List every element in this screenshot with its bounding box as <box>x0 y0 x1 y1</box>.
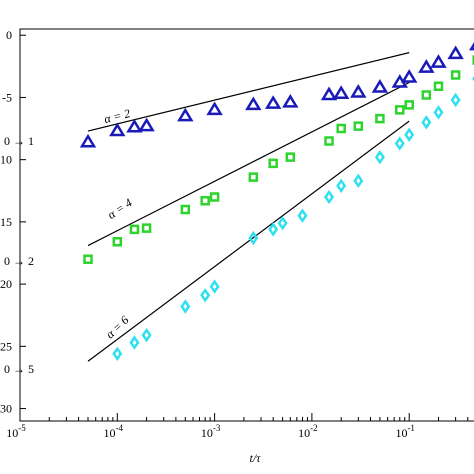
y-tick-label: -15 <box>0 215 12 229</box>
series-label: 0 → 1 <box>4 134 34 148</box>
y-tick-label: -25 <box>0 339 12 353</box>
data-point <box>138 117 155 132</box>
x-tick-exponent: -2 <box>310 423 318 433</box>
x-tick-label: 10-2 <box>298 423 318 440</box>
y-tick-label: -30 <box>0 402 12 416</box>
data-point <box>350 84 367 98</box>
data-point <box>129 224 140 235</box>
fit-line <box>87 52 410 132</box>
data-point <box>433 105 444 120</box>
data-point <box>277 215 288 231</box>
x-tick-exponent: -1 <box>407 423 415 433</box>
x-tick-label: 10-1 <box>395 423 415 440</box>
data-point <box>206 101 223 116</box>
data-point <box>200 288 211 303</box>
fit-label: α = 4 <box>105 195 135 221</box>
data-point <box>209 192 220 202</box>
x-tick-base: 10 <box>298 426 310 440</box>
data-point <box>209 279 220 294</box>
x-tick-exponent: -3 <box>213 423 221 433</box>
data-point <box>141 327 152 343</box>
y-tick-label: 0 <box>6 28 12 42</box>
data-point <box>404 100 414 110</box>
x-tick-exponent: -4 <box>116 423 124 433</box>
data-point <box>371 79 389 93</box>
data-point <box>126 118 143 133</box>
series-label: 0 → 5 <box>4 362 34 376</box>
data-point <box>264 95 282 109</box>
data-point <box>375 113 385 124</box>
data-point <box>297 208 308 223</box>
x-tick-exponent: -5 <box>18 423 26 433</box>
x-tick-base: 10 <box>395 426 407 440</box>
data-point <box>394 136 405 151</box>
data-point <box>248 230 259 246</box>
data-point <box>285 152 296 162</box>
data-point <box>268 158 278 169</box>
data-point <box>109 122 126 137</box>
data-point <box>336 123 346 134</box>
data-point <box>141 223 152 233</box>
data-point <box>129 335 140 350</box>
data-point <box>177 107 194 122</box>
fit-line <box>87 81 410 247</box>
data-point <box>447 45 464 60</box>
data-point <box>112 346 123 361</box>
data-point <box>245 96 262 111</box>
data-point <box>200 195 210 206</box>
x-axis-label: t/τ <box>250 451 262 465</box>
plot-frame <box>19 28 474 422</box>
data-point <box>112 237 123 247</box>
data-point <box>433 81 444 91</box>
data-point <box>450 70 461 80</box>
data-point <box>320 86 338 101</box>
x-tick-base: 10 <box>104 426 116 440</box>
data-point <box>450 92 461 108</box>
data-point <box>418 59 435 73</box>
x-tick-base: 10 <box>6 426 18 440</box>
fit-label: α = 6 <box>103 313 132 341</box>
x-tick-label: 10-4 <box>104 423 124 440</box>
y-tick-label: -10 <box>0 153 12 167</box>
series-label: 0 → 2 <box>4 254 34 268</box>
data-point <box>395 105 405 115</box>
data-point <box>180 204 191 215</box>
data-point <box>336 178 347 193</box>
data-point <box>324 136 334 146</box>
x-tick-base: 10 <box>201 426 213 440</box>
y-tick-label: -20 <box>0 277 12 291</box>
y-tick-label: -5 <box>2 90 12 104</box>
data-point <box>324 189 335 205</box>
data-point <box>421 115 432 130</box>
data-point <box>374 149 385 165</box>
data-point <box>421 90 432 100</box>
data-point <box>404 127 415 142</box>
data-point <box>353 121 364 131</box>
data-point <box>332 85 350 99</box>
data-point <box>268 222 279 237</box>
x-tick-label: 10-3 <box>201 423 221 440</box>
data-point <box>83 254 93 264</box>
fit-label: α = 2 <box>103 106 132 126</box>
data-point <box>282 93 299 108</box>
data-point <box>79 133 97 148</box>
fit-line <box>87 120 410 362</box>
data-point <box>430 54 447 68</box>
data-point <box>180 299 191 314</box>
data-point <box>400 69 418 83</box>
x-tick-label: 10-5 <box>6 423 26 440</box>
data-point <box>248 172 259 182</box>
data-point <box>353 173 364 189</box>
